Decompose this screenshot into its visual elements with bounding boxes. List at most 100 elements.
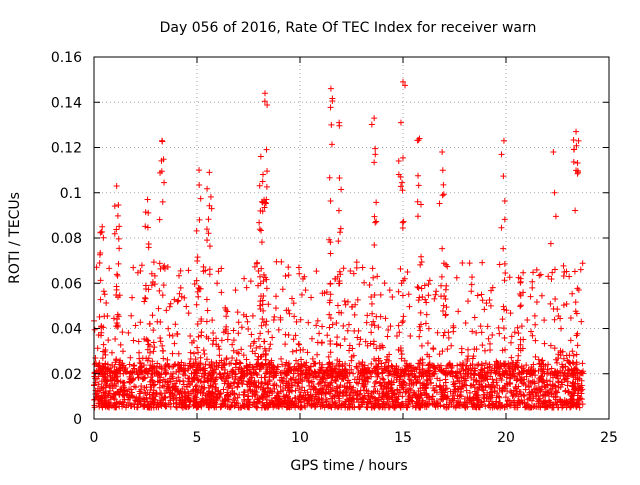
data-point: [194, 320, 201, 327]
data-point: [371, 403, 378, 410]
data-point: [301, 387, 308, 394]
data-point: [218, 364, 225, 371]
data-point: [361, 279, 368, 286]
data-point: [252, 350, 259, 357]
data-point: [514, 357, 521, 364]
data-point: [94, 345, 101, 352]
data-point: [327, 315, 334, 322]
data-point: [426, 353, 433, 360]
data-point: [574, 370, 581, 377]
data-point: [113, 291, 120, 298]
data-point: [250, 399, 257, 406]
data-point: [150, 348, 157, 355]
data-point: [395, 346, 402, 353]
data-point: [481, 306, 488, 313]
data-point: [457, 370, 464, 377]
data-point: [136, 388, 143, 395]
data-point: [102, 378, 109, 385]
data-point: [195, 349, 202, 356]
data-point: [336, 122, 343, 129]
data-point: [459, 260, 466, 267]
data-point: [262, 393, 269, 400]
data-point: [245, 379, 252, 386]
data-point: [475, 387, 482, 394]
data-point: [571, 268, 578, 275]
data-point: [425, 367, 432, 374]
data-point: [117, 386, 124, 393]
data-point: [430, 385, 437, 392]
data-point: [298, 291, 305, 298]
data-point: [450, 328, 457, 335]
data-point: [423, 403, 430, 410]
data-point: [402, 82, 409, 89]
data-point: [430, 346, 437, 353]
data-point: [175, 350, 182, 357]
data-point: [535, 356, 542, 363]
data-point: [209, 317, 216, 324]
data-point: [496, 330, 503, 337]
data-point: [263, 146, 270, 153]
x-tick-label: 15: [394, 430, 412, 446]
data-point: [579, 401, 586, 408]
data-point: [111, 203, 118, 210]
data-point: [371, 213, 378, 220]
data-point: [405, 291, 412, 298]
data-point: [559, 363, 566, 370]
data-point: [163, 307, 170, 314]
data-point: [302, 287, 309, 294]
data-point: [555, 375, 562, 382]
data-point: [355, 369, 362, 376]
data-point: [204, 237, 211, 244]
data-point: [567, 397, 574, 404]
data-point: [182, 368, 189, 375]
data-point: [215, 268, 222, 275]
data-point: [136, 359, 143, 366]
data-point: [528, 364, 535, 371]
data-point: [100, 384, 107, 391]
data-point: [337, 342, 344, 349]
data-point: [247, 343, 254, 350]
data-point: [208, 205, 215, 212]
data-point: [546, 402, 553, 409]
data-point: [290, 336, 297, 343]
data-point: [159, 292, 166, 299]
data-point: [169, 370, 176, 377]
data-point: [346, 369, 353, 376]
data-point: [578, 369, 585, 376]
data-point: [128, 392, 135, 399]
data-point: [426, 277, 433, 284]
data-point: [166, 303, 173, 310]
data-point: [417, 309, 424, 316]
data-point: [329, 370, 336, 377]
data-point: [154, 360, 161, 367]
data-point: [574, 159, 581, 166]
data-point: [206, 362, 213, 369]
data-point: [391, 365, 398, 372]
data-point: [564, 400, 571, 407]
data-point: [127, 354, 134, 361]
data-point: [126, 361, 133, 368]
data-point: [570, 352, 577, 359]
data-point: [119, 329, 126, 336]
data-point: [95, 393, 102, 400]
data-point: [198, 403, 205, 410]
data-point: [518, 374, 525, 381]
data-point: [445, 334, 452, 341]
data-point: [387, 323, 394, 330]
data-point: [260, 319, 267, 326]
data-point: [192, 369, 199, 376]
data-point: [493, 369, 500, 376]
data-point: [385, 368, 392, 375]
data-point: [140, 375, 147, 382]
data-point: [113, 286, 120, 293]
data-point: [564, 367, 571, 374]
data-point: [436, 364, 443, 371]
data-point: [259, 361, 266, 368]
data-point: [455, 308, 462, 315]
data-point: [113, 182, 120, 189]
data-point: [360, 384, 367, 391]
data-point: [172, 386, 179, 393]
data-point: [529, 378, 536, 385]
data-point: [529, 369, 536, 376]
data-point: [133, 394, 140, 401]
